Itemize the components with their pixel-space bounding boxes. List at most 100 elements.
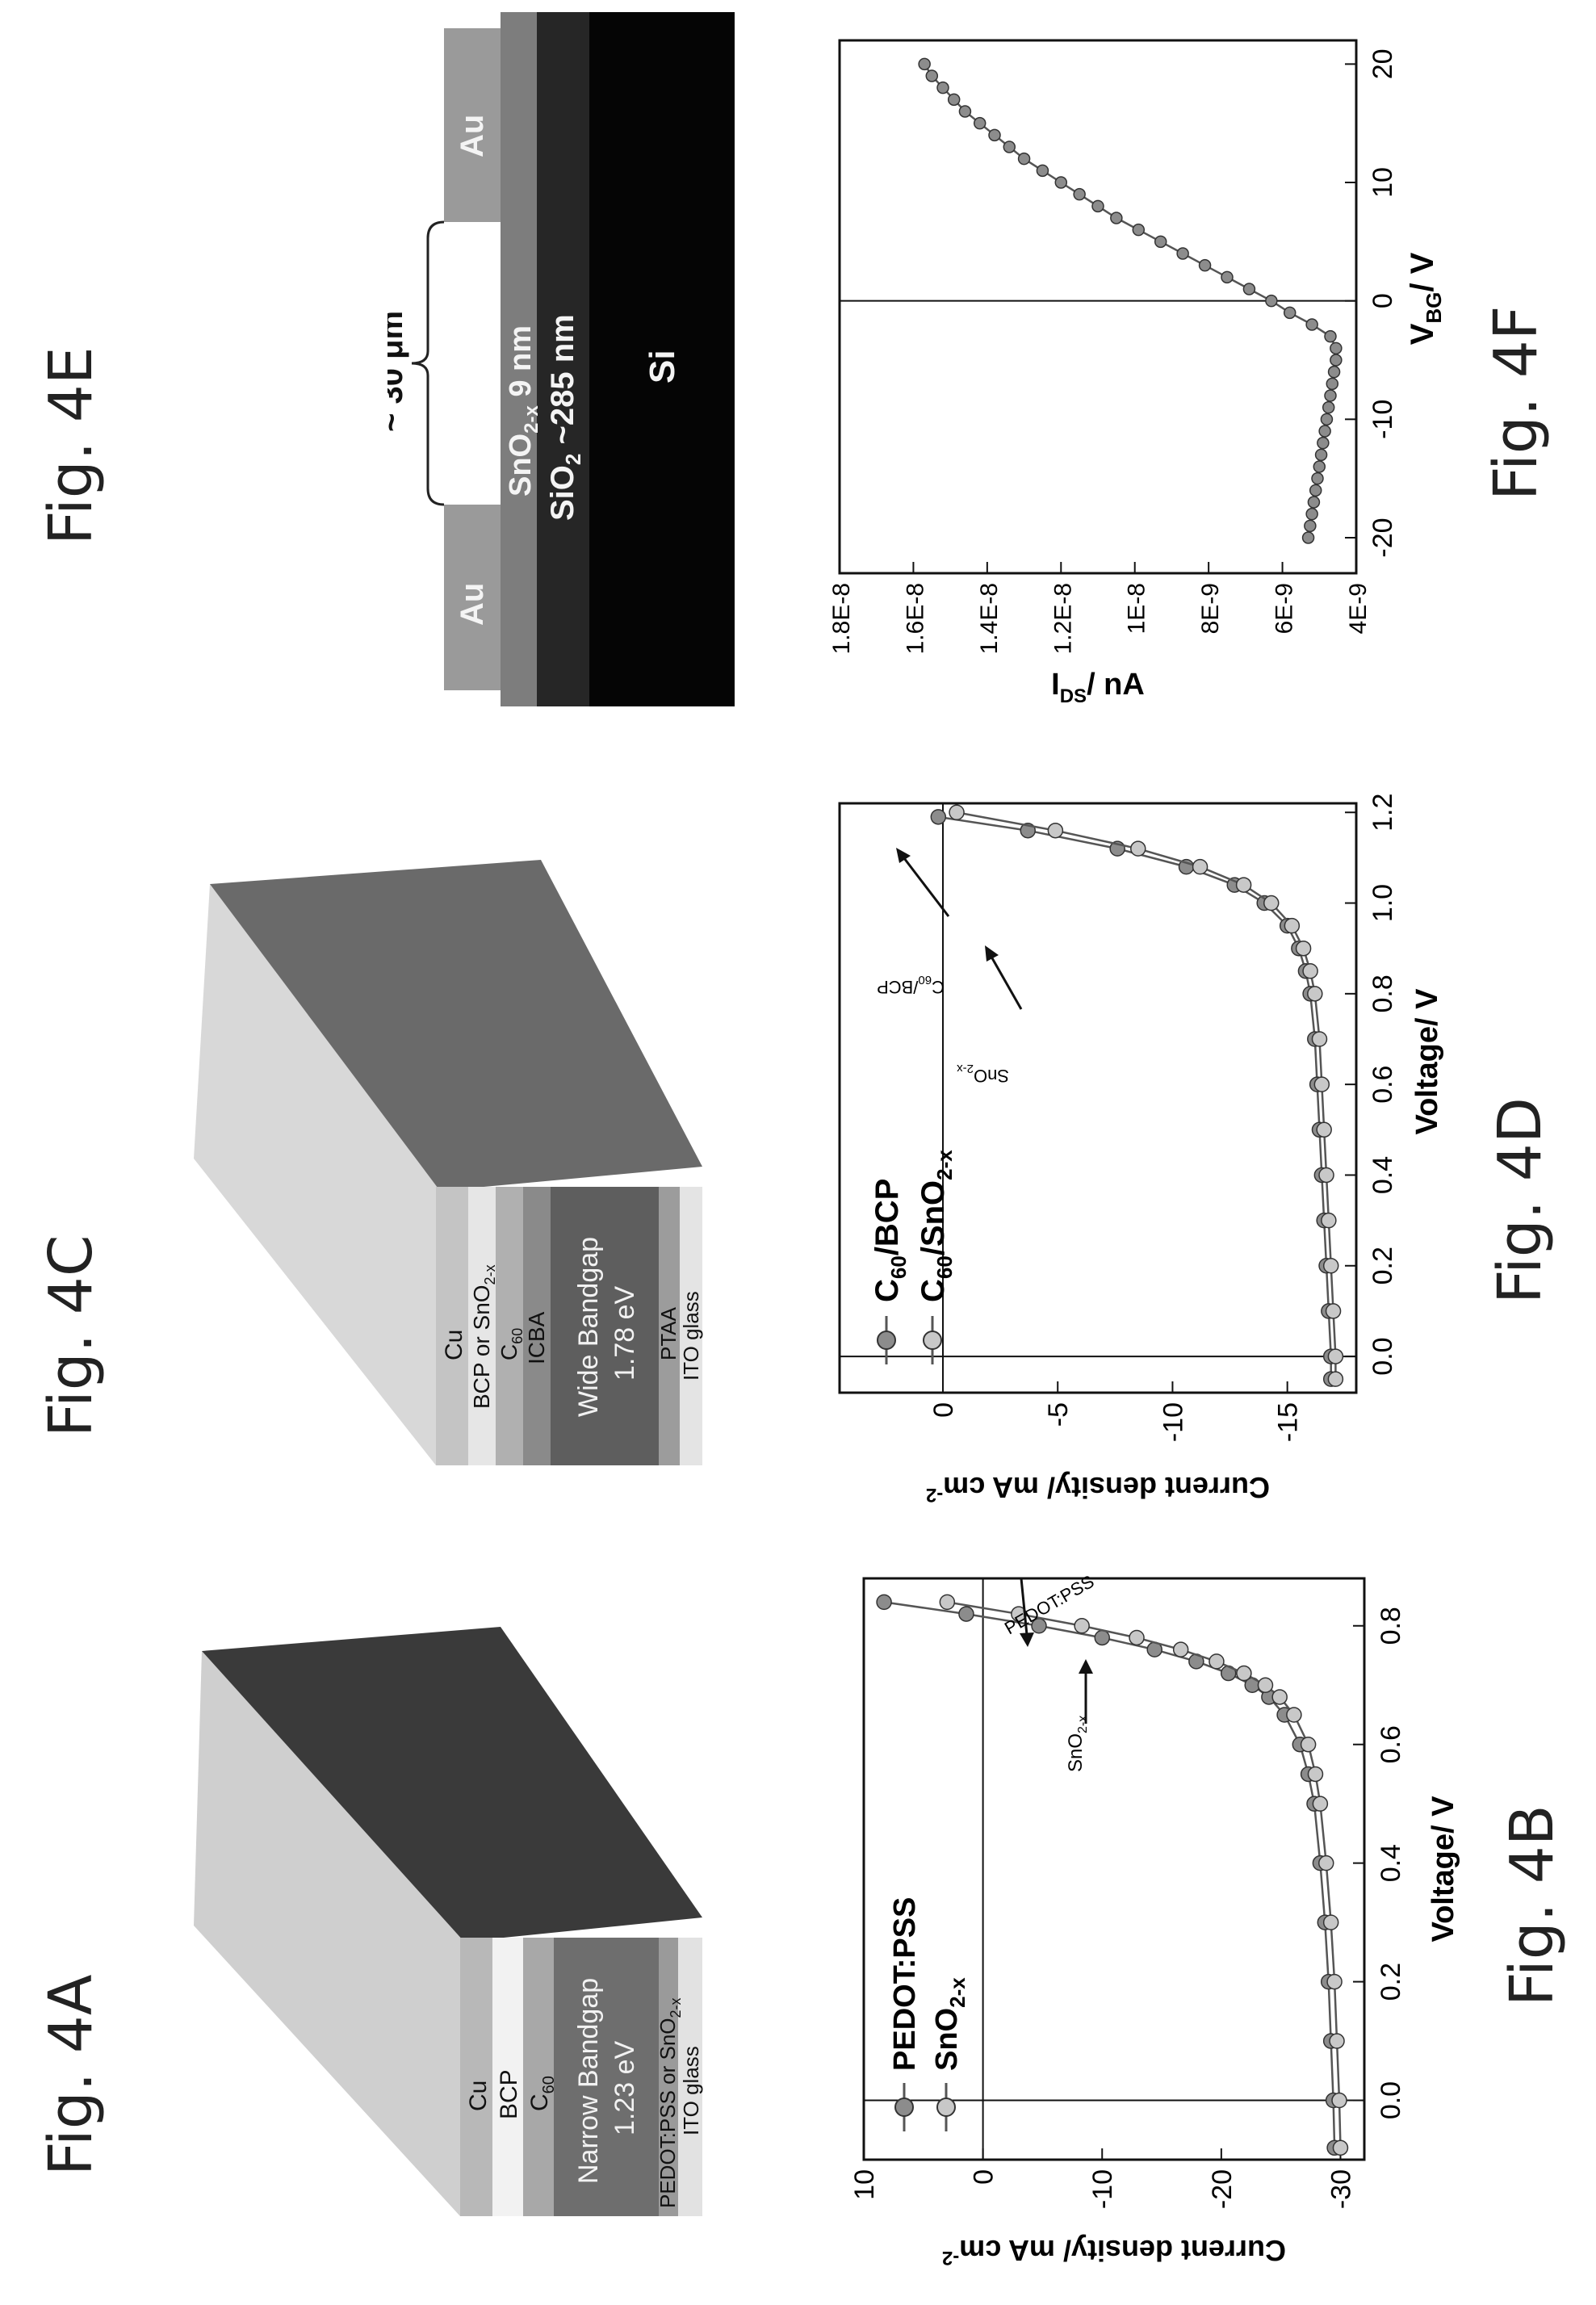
c4b-data-point: [1286, 1707, 1302, 1723]
fig-4a-htl-layer: [659, 1938, 678, 2216]
c4f-y-tick-label: 1E-8: [1124, 583, 1150, 634]
fig-4e-si-label: Si: [643, 350, 682, 383]
fig-4c-device-stack: Cu BCP or SnO2-x C60 ICBA Wide Bandgap 1…: [194, 860, 703, 1465]
c4b-x-tick-label: 0.2: [1376, 1963, 1406, 2001]
c4b-data-point: [1300, 1736, 1317, 1753]
fig-4a-top-face: [194, 1651, 464, 2216]
fig-4a-label-absorber-bandgap: 1.23 eV: [609, 2040, 640, 2135]
c4d-x-tick-label: 0.6: [1368, 1066, 1398, 1104]
c4f-data-point: [1322, 400, 1335, 414]
fig-4e-au-right-label: Au: [455, 115, 490, 157]
c4d-y-tick-label: -10: [1158, 1402, 1188, 1442]
fig-4b-annotation-arrow-pedot: [1020, 1578, 1028, 1636]
c4f-data-point: [1309, 484, 1322, 497]
c4f-data-point: [1132, 223, 1146, 237]
c4d-x-tick-label: 1.2: [1368, 794, 1398, 832]
fig-4e-cross-section: ~ 30 μm Au Au SnO2-x 9 nm SiO2 ~285 nm S…: [387, 12, 735, 706]
c4b-data-point: [1271, 1689, 1288, 1705]
c4f-data-point: [1324, 389, 1337, 402]
c4f-data-point: [1091, 199, 1104, 213]
fig-4e-gap-label: ~ 30 μm: [387, 311, 409, 432]
fig-4c-label: Fig. 4C: [36, 1234, 106, 1437]
fig-4a-device-stack: Cu BCP C60 Narrow Bandgap 1.23 eV PEDOT:…: [194, 1627, 703, 2216]
c4b-data-point: [1209, 1653, 1225, 1670]
c4f-data-point: [1198, 258, 1212, 272]
c4b-y-tick-label: -20: [1207, 2169, 1238, 2209]
c4d-data-point: [1327, 1348, 1344, 1364]
c4f-data-point: [1305, 507, 1318, 521]
c4b-data-point: [1312, 1796, 1329, 1812]
c4f-y-tick-label: 1.6E-8: [902, 583, 928, 654]
fig-4c-label-absorber-bandgap: 1.78 eV: [609, 1285, 640, 1381]
c4f-data-point: [958, 105, 972, 118]
c4b-y-tick-label: 10: [849, 2169, 880, 2200]
c4b-x-tick-label: 0.8: [1376, 1607, 1406, 1645]
fig-4e-si-layer: [589, 12, 735, 706]
c4d-data-point: [1192, 858, 1209, 875]
fig-4b-legend-sno2: SnO2-x: [930, 1977, 970, 2071]
c4f-x-tick-label: 10: [1368, 167, 1398, 198]
c4f-y-tick-label: 1.8E-8: [828, 583, 855, 654]
c4d-x-tick-label: 1.0: [1368, 884, 1398, 922]
fig-4c-label-c60: C60: [496, 1328, 526, 1360]
fig-4d-annotation-arrowhead-bcp: [896, 848, 911, 863]
c4d-data-point: [1302, 963, 1318, 979]
c4f-x-tick-label: -10: [1368, 400, 1398, 439]
fig-4e-sio2-layer: [537, 12, 589, 706]
c4f-data-point: [1326, 377, 1339, 391]
c4f-data-point: [918, 57, 931, 71]
fig-4c-side-face: [210, 860, 702, 1191]
c4f-data-point: [1327, 365, 1341, 379]
c4f-data-point: [1242, 283, 1256, 295]
fig-4a-label-cu: Cu: [465, 2081, 492, 2111]
c4b-data-point: [958, 1606, 974, 1622]
c4d-data-point: [1130, 840, 1146, 857]
c4b-x-tick-label: 0.4: [1376, 1844, 1406, 1882]
fig-4c-label-substrate: ITO glass: [679, 1291, 703, 1381]
c4f-data-point: [1054, 176, 1068, 189]
c4b-y-tick-label: 0: [969, 2169, 999, 2185]
fig-4b-label: Fig. 4B: [1498, 1804, 1567, 2006]
fig-4a-bcp-layer: [492, 1938, 523, 2216]
c4d-x-tick-label: 0.2: [1368, 1247, 1398, 1285]
c4b-data-point: [1326, 1973, 1343, 1990]
fig-4d-jv-chart: 0.0 0.2 0.4 0.6 0.8 1.0 1.2 -15 -10 -5 0 Voltage/ …: [838, 794, 1444, 1506]
fig-4b-plot-frame: [862, 1577, 1366, 2161]
c4f-data-point: [973, 116, 987, 130]
c4f-data-point: [1017, 152, 1031, 166]
c4f-data-point: [1073, 187, 1086, 201]
c4d-x-tick-label: 0.0: [1368, 1337, 1398, 1375]
c4d-data-point: [1313, 1076, 1330, 1092]
c4b-data-point: [939, 1594, 956, 1611]
c4f-y-tick-label: 8E-9: [1197, 583, 1224, 634]
c4f-data-point: [936, 81, 949, 94]
fig-4b-annotation-arrowhead-sno2: [1079, 1659, 1093, 1674]
fig-4d-annotation-arrowhead-sno2: [985, 945, 999, 962]
fig-4e-au-right-contact: [444, 28, 501, 222]
c4f-data-point: [1265, 294, 1278, 308]
fig-4c-ptaa-layer: [659, 1187, 680, 1465]
fig-4c-bcp-layer: [468, 1187, 496, 1465]
fig-4b-legend-pedot: PEDOT:PSS: [888, 1897, 922, 2071]
c4f-data-point: [1313, 460, 1326, 473]
fig-4f-ids-vbg-chart: -20 -10 0 10 20 4E-9 6E-9 8E-9 1E-8 1.2E-8 1.4E-8 1…: [828, 39, 1445, 707]
fig-4a-c60-layer: [523, 1938, 554, 2216]
fig-4f-y-axis-label: IDS/ nA: [1051, 668, 1145, 707]
fig-4d-annotation-bcp: C60/BCP: [877, 973, 945, 997]
c4f-x-tick-label: 20: [1368, 48, 1398, 79]
fig-4c-icba-layer: [523, 1187, 551, 1465]
fig-4e-sno2-label: SnO2-x 9 nm: [504, 325, 542, 497]
c4d-data-point: [1311, 1031, 1328, 1047]
c4b-data-point: [1331, 2092, 1347, 2109]
c4d-data-point: [1318, 1167, 1334, 1184]
fig-4e-au-left-contact: [444, 505, 501, 690]
fig-4f-plot-frame: [838, 39, 1358, 575]
fig-4a-label-c60: C60: [526, 2076, 558, 2111]
fig-4d-annotation-arrow-bcp: [903, 857, 950, 917]
fig-4b-y-axis-label: Current density/ mA cm-2: [942, 2234, 1286, 2269]
fig-4e-sno2-layer: [501, 12, 537, 706]
c4b-data-point: [1307, 1766, 1324, 1783]
fig-4d-x-axis-label: Voltage/ V: [1410, 988, 1444, 1135]
fig-4d-label: Fig. 4D: [1485, 1097, 1555, 1304]
fig-4d-legend-marker-sno2: [923, 1331, 942, 1350]
